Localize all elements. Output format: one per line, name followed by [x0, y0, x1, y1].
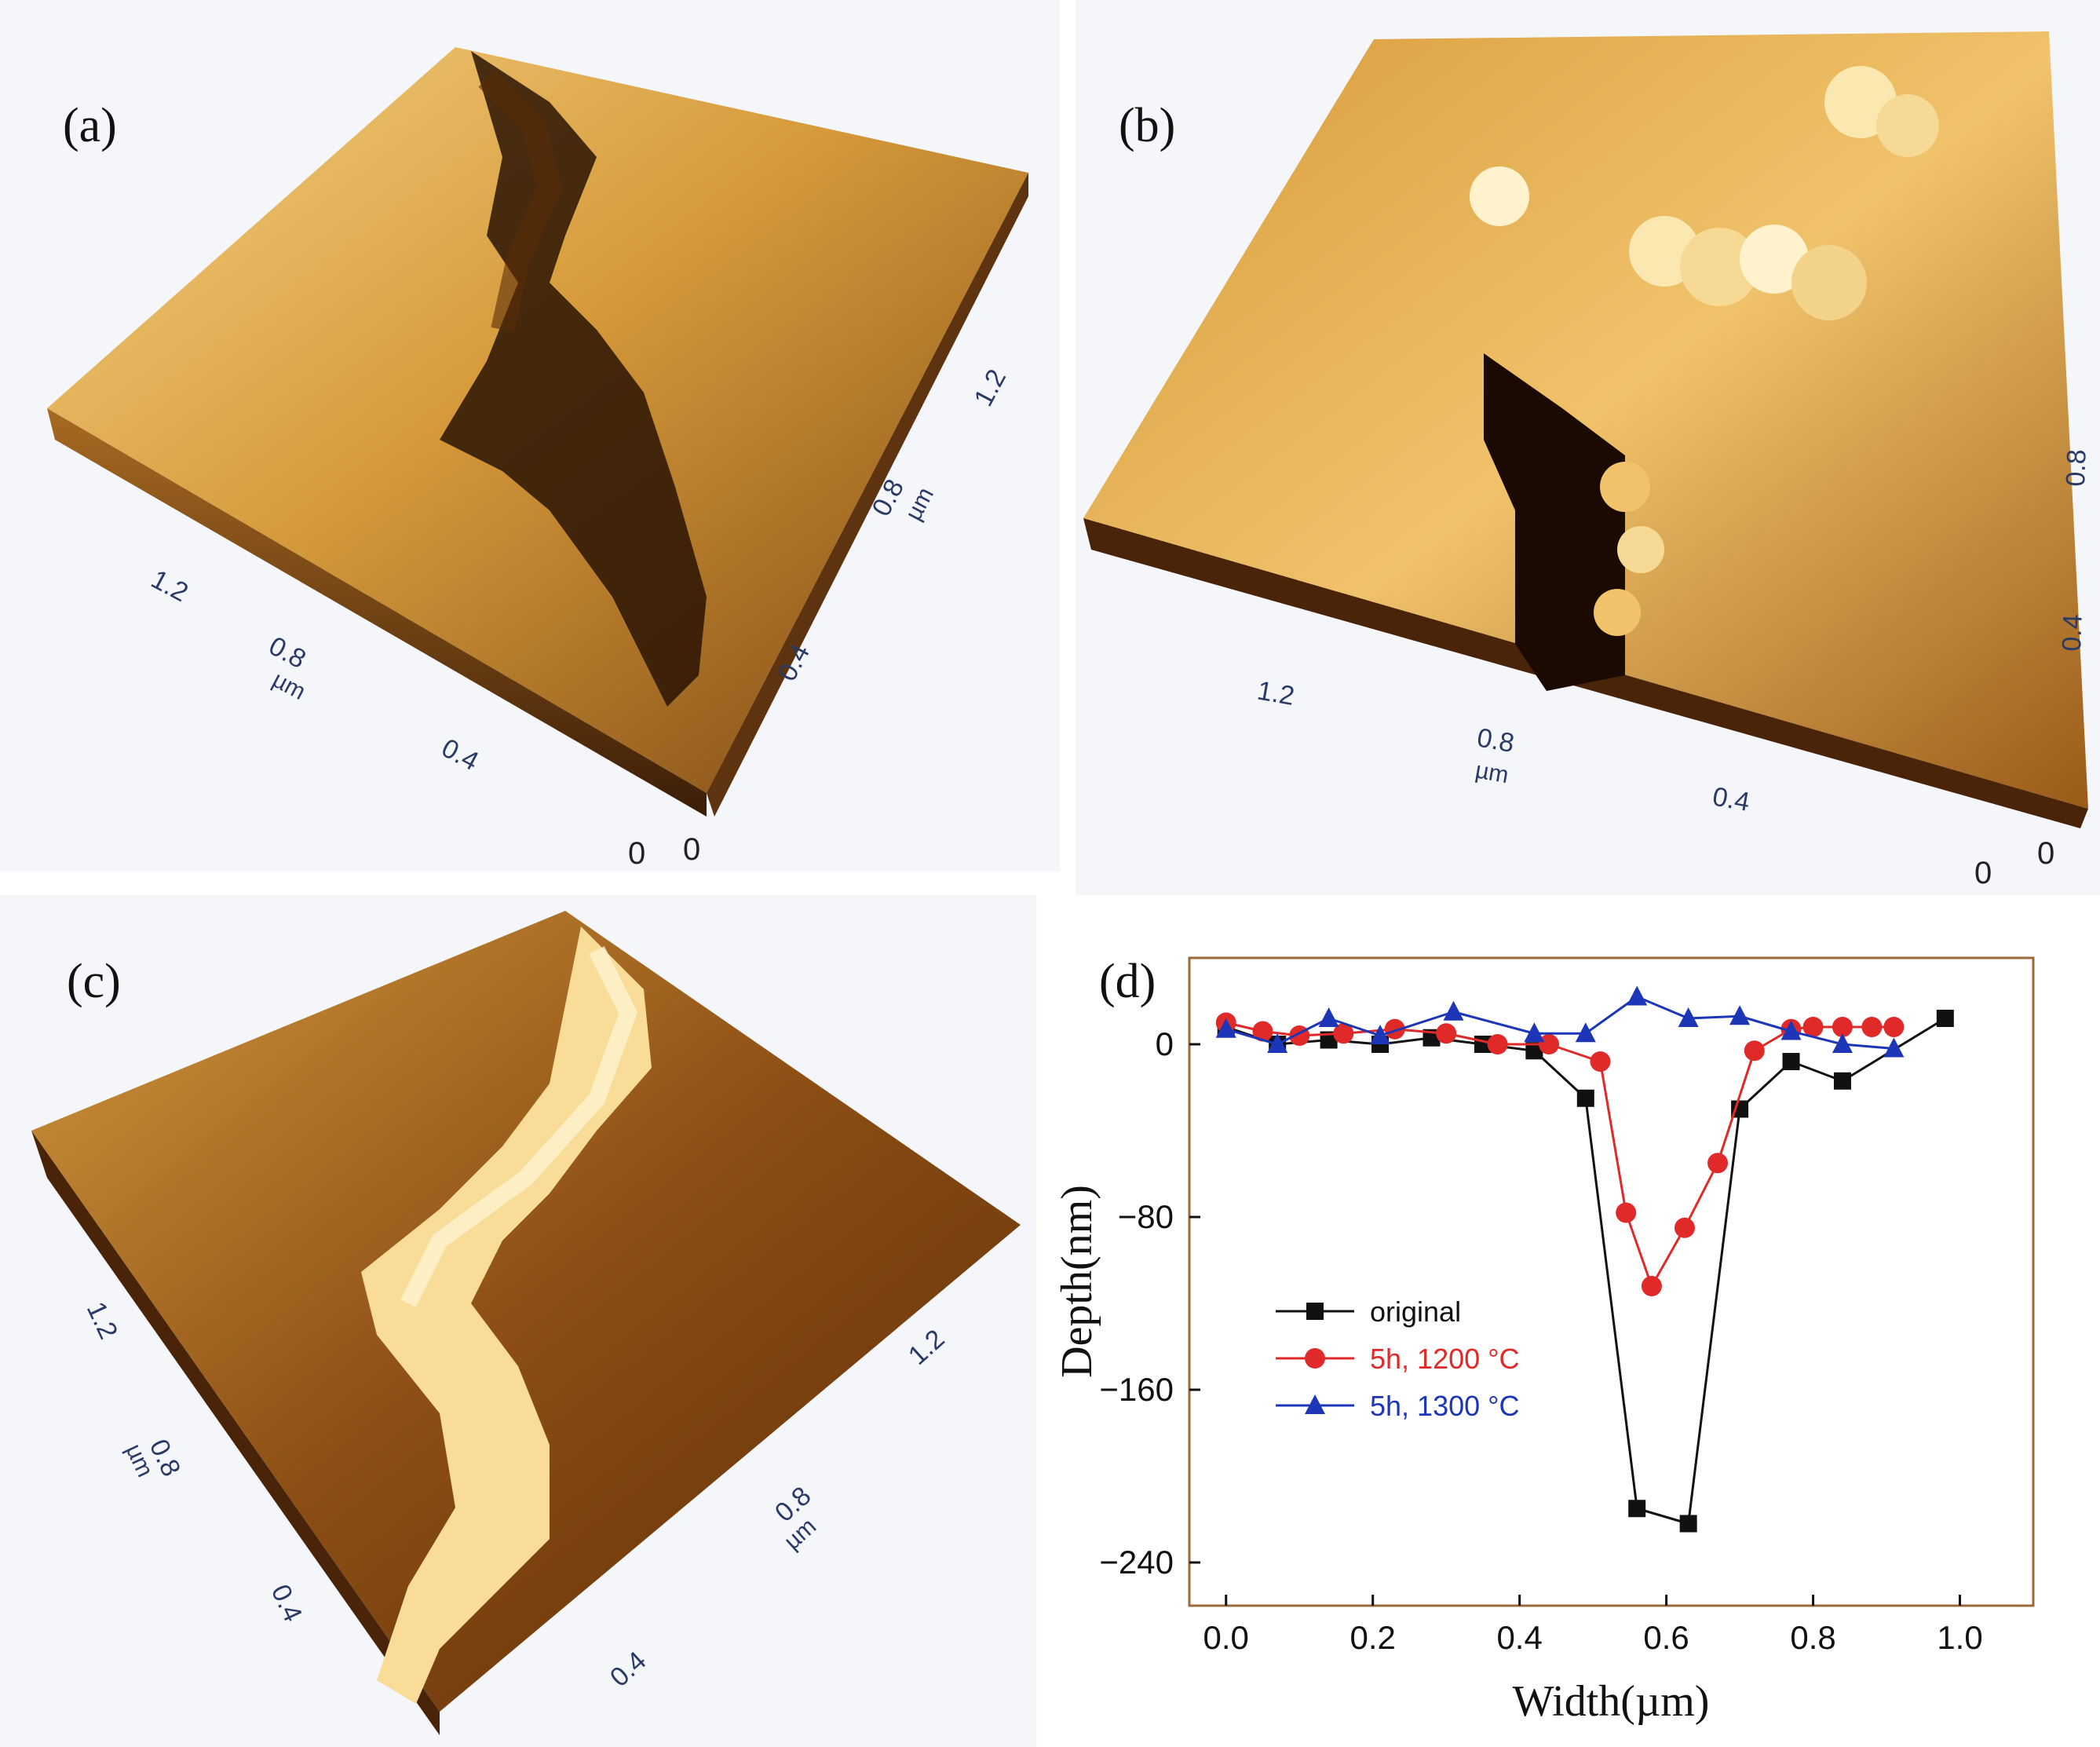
zero-a-1: 0 [628, 836, 645, 871]
y-tick-label: −80 [1118, 1198, 1174, 1235]
legend-marker-0 [1306, 1303, 1324, 1320]
grain-b-9 [1617, 526, 1664, 573]
data-point-1 [1590, 1051, 1611, 1072]
data-point-1 [1674, 1217, 1695, 1238]
unit-b-1: µm [1474, 757, 1510, 788]
grain-b-10 [1594, 589, 1641, 636]
data-point-2 [1575, 1022, 1596, 1043]
x-tick-label: 0.0 [1203, 1619, 1249, 1656]
data-point-1 [1832, 1017, 1853, 1037]
y-tick-label: −160 [1099, 1371, 1174, 1408]
x-axis-title: Width(µm) [1513, 1677, 1710, 1726]
surface-side-right [707, 173, 1028, 817]
panel-d: 0.0 0.2 0.4 0.6 0.8 1.0 0 −80 −160 −240 original 5… [1036, 895, 2100, 1747]
grain-b-6 [1876, 94, 1939, 157]
data-point-0 [1628, 1500, 1646, 1518]
grain-b-7 [1470, 166, 1529, 226]
data-point-0 [1320, 1031, 1338, 1049]
data-point-0 [1576, 1089, 1594, 1107]
afm-surface-b: 1.2 0.8 µm 0.4 0.8 0.4 0 0 [1076, 0, 2100, 895]
data-point-1 [1641, 1276, 1662, 1296]
zero-b-2: 0 [2037, 836, 2054, 871]
depth-profile-chart: 0.0 0.2 0.4 0.6 0.8 1.0 0 −80 −160 −240 original 5… [1036, 895, 2100, 1747]
y-tick-label: 0 [1156, 1025, 1174, 1062]
x-tick-label: 0.6 [1643, 1619, 1689, 1656]
data-point-1 [1802, 1017, 1824, 1037]
data-point-1 [1861, 1017, 1883, 1037]
panel-b: 1.2 0.8 µm 0.4 0.8 0.4 0 0 (b) [1076, 0, 2100, 895]
surface-side-left [47, 408, 707, 817]
zero-b-1: 0 [1974, 856, 1992, 890]
data-point-2 [1267, 1033, 1288, 1053]
series-2 [1215, 985, 1905, 1058]
y-axis-title: Depth(nm) [1053, 1185, 1101, 1378]
data-point-0 [1833, 1072, 1851, 1090]
data-point-1 [1883, 1017, 1905, 1037]
surface-top-b [1083, 31, 2088, 809]
data-point-1 [1539, 1034, 1560, 1054]
plot-frame [1188, 956, 2035, 1607]
data-point-0 [1936, 1010, 1954, 1027]
panel-label-b: (b) [1119, 99, 1176, 152]
data-point-1 [1333, 1023, 1354, 1044]
data-point-2 [1318, 1007, 1339, 1027]
data-point-1 [1487, 1034, 1508, 1054]
panel-label-a: (a) [63, 99, 117, 152]
data-point-2 [1524, 1022, 1545, 1043]
afm-surface-c: 1.2 0.8 µm 0.4 0.4 0.8 µm 1.2 [0, 895, 1036, 1747]
data-point-1 [1744, 1040, 1765, 1062]
surface-side-c [31, 1131, 440, 1735]
data-point-1 [1384, 1018, 1405, 1040]
grain-b-8 [1600, 462, 1650, 512]
legend-label-2: 5h, 1300 °C [1370, 1390, 1520, 1422]
data-point-2 [1370, 1025, 1391, 1044]
legend-marker-2 [1305, 1394, 1325, 1414]
data-point-2 [1729, 1005, 1751, 1025]
x-tick-label: 0.8 [1790, 1619, 1835, 1656]
x-tick-label: 0.2 [1350, 1619, 1396, 1656]
data-point-2 [1832, 1033, 1853, 1053]
y-tick-label: −240 [1099, 1544, 1174, 1581]
grain-b-2 [1680, 228, 1759, 306]
crack-b [1484, 353, 1625, 691]
panel-a: 1.2 0.8 µm 0.4 0.8 µm 0.4 1.2 0 0 (a) [0, 0, 1060, 872]
tick-b-1: 1.2 [1255, 675, 1297, 711]
legend-marker-1 [1305, 1348, 1325, 1369]
data-point-2 [1678, 1007, 1699, 1027]
tick-b-4: 0.8 [2061, 449, 2092, 488]
data-point-2 [1780, 1020, 1802, 1040]
grain-b-3 [1740, 225, 1809, 294]
data-point-2 [1443, 1000, 1464, 1021]
data-point-0 [1679, 1515, 1697, 1533]
tick-b-3: 0.4 [1711, 781, 1752, 817]
x-tick-label: 0.4 [1496, 1619, 1542, 1656]
zero-a-2: 0 [683, 832, 700, 867]
data-point-0 [1731, 1100, 1749, 1118]
data-point-1 [1616, 1202, 1637, 1223]
tick-b-2: 0.8 [1475, 722, 1517, 758]
data-point-0 [1782, 1053, 1800, 1070]
axis-ticks-b: 1.2 0.8 µm 0.4 0.8 0.4 0 0 [1255, 449, 2092, 890]
data-point-2 [1883, 1037, 1905, 1058]
legend-label-1: 5h, 1200 °C [1370, 1343, 1520, 1375]
panel-label-d: (d) [1099, 955, 1156, 1008]
data-point-0 [1525, 1042, 1543, 1060]
data-point-1 [1707, 1153, 1729, 1174]
afm-surface-a: 1.2 0.8 µm 0.4 0.8 µm 0.4 1.2 0 0 [0, 0, 1060, 872]
surface-top-c [31, 911, 1021, 1712]
legend-label-0: original [1370, 1296, 1461, 1328]
data-point-2 [1215, 1018, 1236, 1038]
tick-b-5: 0.4 [2057, 614, 2088, 652]
crack-a [440, 51, 707, 707]
data-point-1 [1436, 1023, 1457, 1044]
x-tick-label: 1.0 [1937, 1619, 1982, 1656]
data-point-2 [1627, 985, 1648, 1006]
panel-c: 1.2 0.8 µm 0.4 0.4 0.8 µm 1.2 (c) [0, 895, 1036, 1747]
grain-b-4 [1791, 245, 1867, 320]
panel-label-c: (c) [67, 955, 121, 1008]
data-point-1 [1252, 1021, 1273, 1042]
